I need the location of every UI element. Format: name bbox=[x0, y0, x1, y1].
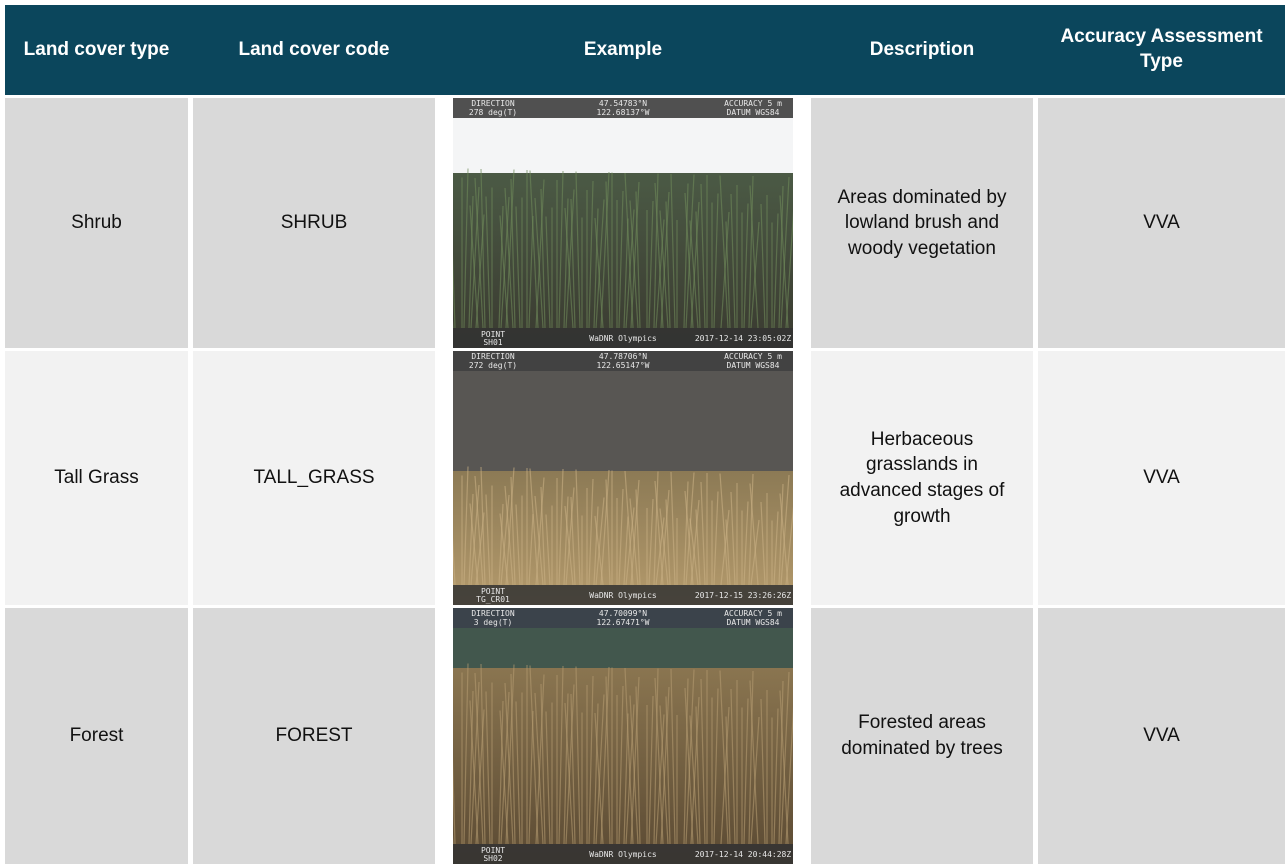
header-cell: Accuracy Assessment Type bbox=[1038, 5, 1285, 95]
photo-overlay-text: 122.68137°W bbox=[597, 108, 650, 117]
description-cell: Areas dominated by lowland brush and woo… bbox=[811, 98, 1033, 348]
photo-overlay-text: 2017-12-14 23:05:02Z bbox=[695, 334, 792, 343]
photo-overlay-text: 272 deg(T) bbox=[469, 361, 517, 370]
accuracy-cell: VVA bbox=[1038, 351, 1285, 605]
code-cell: FOREST bbox=[193, 608, 435, 864]
photo-overlay-text: DATUM WGS84 bbox=[727, 108, 780, 117]
photo-overlay-text: DIRECTION bbox=[471, 99, 515, 108]
photo-overlay-text: DIRECTION bbox=[471, 352, 515, 361]
photo-overlay-text: 122.65147°W bbox=[597, 361, 650, 370]
photo-overlay-text: ACCURACY 5 m bbox=[724, 352, 782, 361]
land-cover-table: Land cover type Land cover code Example Des… bbox=[5, 5, 1285, 864]
photo-overlay-text: DATUM WGS84 bbox=[727, 618, 780, 627]
photo-overlay-text: 278 deg(T) bbox=[469, 108, 517, 117]
header-cell: Description bbox=[811, 5, 1033, 95]
code-cell: SHRUB bbox=[193, 98, 435, 348]
photo-overlay-text: 2017-12-14 20:44:28Z bbox=[695, 850, 792, 859]
example-cell: DIRECTION 3 deg(T) 47.70099°N 122.67471°W AC… bbox=[440, 608, 806, 864]
photo-overlay-text: 47.70099°N bbox=[599, 609, 647, 618]
photo-overlay-text: TG_CR01 bbox=[476, 595, 510, 604]
photo-overlay-text: DATUM WGS84 bbox=[727, 361, 780, 370]
photo-overlay-text: WaDNR Olympics bbox=[589, 591, 657, 600]
photo-overlay-text: 122.67471°W bbox=[597, 618, 650, 627]
photo-overlay-text: DIRECTION bbox=[471, 609, 515, 618]
photo-overlay-text: 47.54783°N bbox=[599, 99, 647, 108]
photo-overlay-text: POINT bbox=[481, 846, 505, 855]
photo-overlay-text: 47.78706°N bbox=[599, 352, 647, 361]
type-cell: Shrub bbox=[5, 98, 188, 348]
code-cell: TALL_GRASS bbox=[193, 351, 435, 605]
header-cell: Example bbox=[440, 5, 806, 95]
description-cell: Forested areas dominated by trees bbox=[811, 608, 1033, 864]
photo-overlay-text: SH02 bbox=[483, 854, 502, 863]
header-cell: Land cover type bbox=[5, 5, 188, 95]
accuracy-cell: VVA bbox=[1038, 608, 1285, 864]
description-cell: Herbaceous grasslands in advanced stages… bbox=[811, 351, 1033, 605]
header-cell: Land cover code bbox=[193, 5, 435, 95]
photo-overlay-text: POINT bbox=[481, 330, 505, 339]
photo-overlay-text: 2017-12-15 23:26:26Z bbox=[695, 591, 792, 600]
photo-overlay-text: POINT bbox=[481, 587, 505, 596]
photo-overlay-text: WaDNR Olympics bbox=[589, 334, 657, 343]
photo-overlay-text: SH01 bbox=[483, 338, 502, 347]
photo-overlay-text: ACCURACY 5 m bbox=[724, 99, 782, 108]
type-cell: Tall Grass bbox=[5, 351, 188, 605]
photo-overlay-text: 3 deg(T) bbox=[474, 618, 513, 627]
type-cell: Forest bbox=[5, 608, 188, 864]
accuracy-cell: VVA bbox=[1038, 98, 1285, 348]
example-cell: DIRECTION 278 deg(T) 47.54783°N 122.68137°W… bbox=[440, 98, 806, 348]
example-cell: DIRECTION 272 deg(T) 47.78706°N 122.65147°W… bbox=[440, 351, 806, 605]
photo-overlay-text: WaDNR Olympics bbox=[589, 850, 657, 859]
photo-overlay-text: ACCURACY 5 m bbox=[724, 609, 782, 618]
